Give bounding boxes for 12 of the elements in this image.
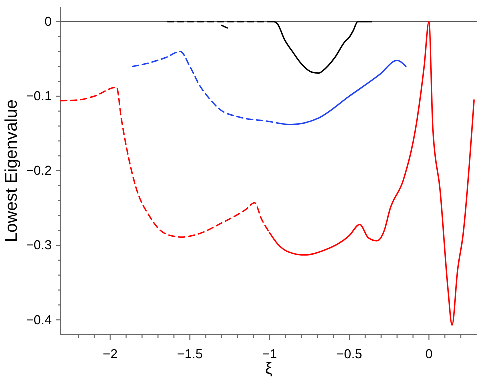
y-axis-title: Lowest Eigenvalue [2,100,21,242]
x-tick-label: −2 [102,346,118,362]
x-axis-title: ξ [265,361,273,378]
y-tick-label: −0.1 [26,88,52,104]
x-tick-label: −1 [262,346,278,362]
x-tick-label: −1.5 [177,346,203,362]
y-tick-label: 0 [44,14,52,30]
y-tick-label: −0.3 [26,238,52,253]
x-tick-label: 0 [426,346,433,362]
x-tick-label: −0.5 [336,346,362,362]
y-tick-label: −0.2 [26,163,52,178]
y-tick-label: −0.4 [26,312,52,328]
